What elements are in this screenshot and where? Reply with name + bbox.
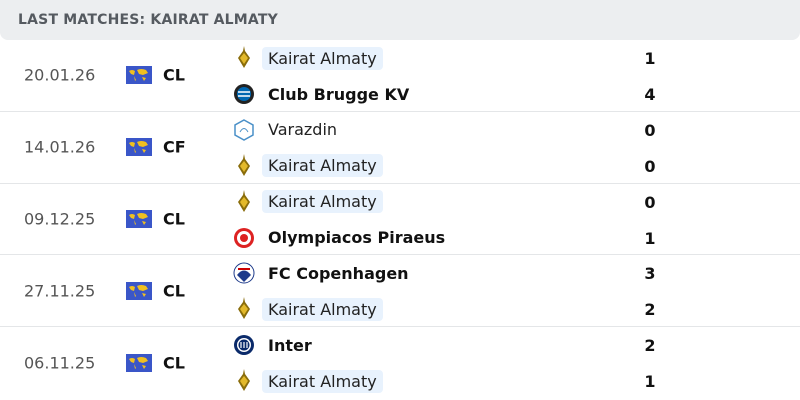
team-name: Kairat Almaty [262,369,383,393]
world-competition-icon [126,209,152,228]
score-away: 1 [644,228,656,248]
team-away[interactable]: Olympiacos Piraeus [232,225,451,251]
team-name: FC Copenhagen [268,263,409,283]
match-date: 09.12.25 [24,209,96,229]
match-date: 20.01.26 [24,65,96,85]
kairat-logo-icon [232,297,256,321]
match-row[interactable]: 27.11.25 CL FC Copenhagen 3 Kairat Almaty … [0,255,800,328]
team-away[interactable]: Kairat Almaty [232,368,383,394]
varazdin-logo-icon [232,118,256,142]
team-home[interactable]: Kairat Almaty [232,189,383,215]
score-home: 0 [644,192,656,212]
team-away[interactable]: Kairat Almaty [232,296,383,322]
match-row[interactable]: 14.01.26 CF Varazdin 0 Kairat Almaty 0 [0,112,800,184]
olympiacos-logo-icon [232,226,256,250]
team-away[interactable]: Kairat Almaty [232,153,383,179]
world-competition-icon [126,66,152,85]
match-date: 14.01.26 [24,137,96,157]
score-home: 1 [644,49,656,68]
copenhagen-logo-icon [232,261,256,285]
score-away: 2 [644,300,656,320]
team-home[interactable]: Varazdin [232,117,343,143]
match-list: 20.01.26 CL Kairat Almaty 1 Club Brugge KV… [0,40,800,399]
kairat-logo-icon [232,153,256,178]
world-competition-icon [126,281,152,300]
team-name: Club Brugge KV [268,84,410,104]
team-home[interactable]: FC Copenhagen [232,260,415,286]
kairat-logo-icon [232,189,256,214]
match-row[interactable]: 20.01.26 CL Kairat Almaty 1 Club Brugge KV… [0,40,800,112]
competition-code: CL [163,281,185,301]
team-name: Varazdin [268,120,338,140]
match-row[interactable]: 06.11.25 CL Inter 2 Kairat Almaty 1 [0,327,800,399]
team-name: Kairat Almaty [262,297,383,321]
team-away[interactable]: Club Brugge KV [232,81,415,107]
team-home[interactable]: Inter [232,332,318,358]
score-home: 3 [644,264,656,284]
team-name: Kairat Almaty [262,46,383,70]
team-name: Olympiacos Piraeus [268,228,446,248]
team-name: Kairat Almaty [262,154,383,178]
team-name: Inter [268,335,312,355]
section-title: LAST MATCHES: KAIRAT ALMATY [18,12,278,28]
team-home[interactable]: Kairat Almaty [232,45,383,71]
world-competition-icon [126,354,152,373]
match-row[interactable]: 09.12.25 CL Kairat Almaty 0 Olympiacos Pir… [0,184,800,256]
match-date: 06.11.25 [24,353,96,373]
club-brugge-logo-icon [232,82,256,106]
score-home: 2 [644,336,656,356]
kairat-logo-icon [232,46,256,70]
kairat-logo-icon [232,369,256,393]
competition-code: CL [163,353,185,373]
score-away: 0 [644,156,656,176]
score-away: 1 [644,372,656,392]
section-header: LAST MATCHES: KAIRAT ALMATY [0,0,800,40]
world-competition-icon [126,138,152,157]
competition-code: CL [163,65,185,85]
competition-code: CF [163,137,186,157]
inter-logo-icon [232,333,256,357]
competition-code: CL [163,209,185,229]
match-date: 27.11.25 [24,281,96,301]
team-name: Kairat Almaty [262,190,383,214]
score-away: 4 [644,85,656,104]
score-home: 0 [644,120,656,140]
